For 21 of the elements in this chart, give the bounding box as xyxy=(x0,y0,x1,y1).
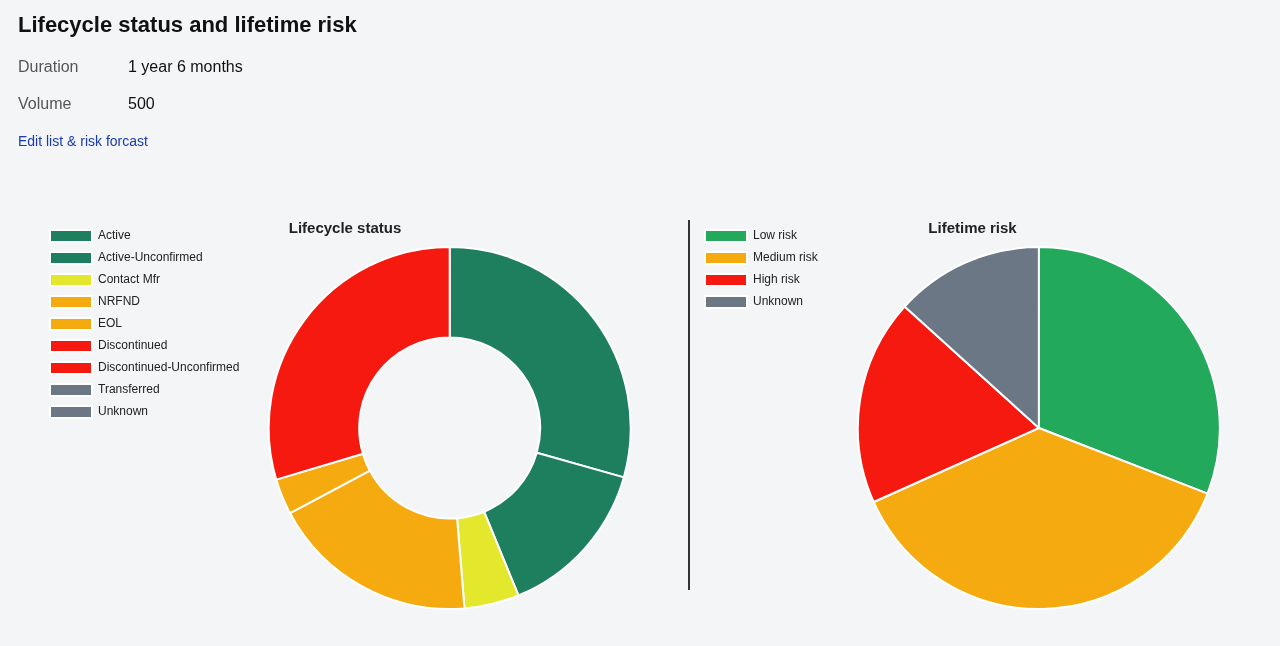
text: Edit list & risk forcast xyxy=(18,133,148,149)
text: Volume xyxy=(18,95,73,113)
legend-label: Contact Mfr xyxy=(98,272,161,287)
text: 1 year 6 months xyxy=(128,58,243,76)
text: Duration xyxy=(18,58,80,76)
legend-label: Transferred xyxy=(98,382,160,397)
legend-label: Unknown xyxy=(753,294,804,309)
chart-title: Lifecycle status xyxy=(288,219,402,237)
legend-label: EOL xyxy=(98,316,123,331)
chart-title: Lifetime risk xyxy=(928,219,1018,237)
legend-label: NRFND xyxy=(98,294,141,309)
legend-label: Medium risk xyxy=(753,250,819,265)
legend-label: Active-Unconfirmed xyxy=(98,250,203,265)
legend-label: Unknown xyxy=(98,404,149,419)
legend-label: Low risk xyxy=(753,228,799,243)
legend-label: Active xyxy=(98,228,131,243)
text: Lifecycle status and lifetime risk xyxy=(18,12,358,38)
legend-label: Discontinued-Unconfirmed xyxy=(98,360,240,375)
legend-label: Discontinued xyxy=(98,338,168,353)
legend-label: High risk xyxy=(753,272,801,287)
text: 500 xyxy=(128,95,155,113)
